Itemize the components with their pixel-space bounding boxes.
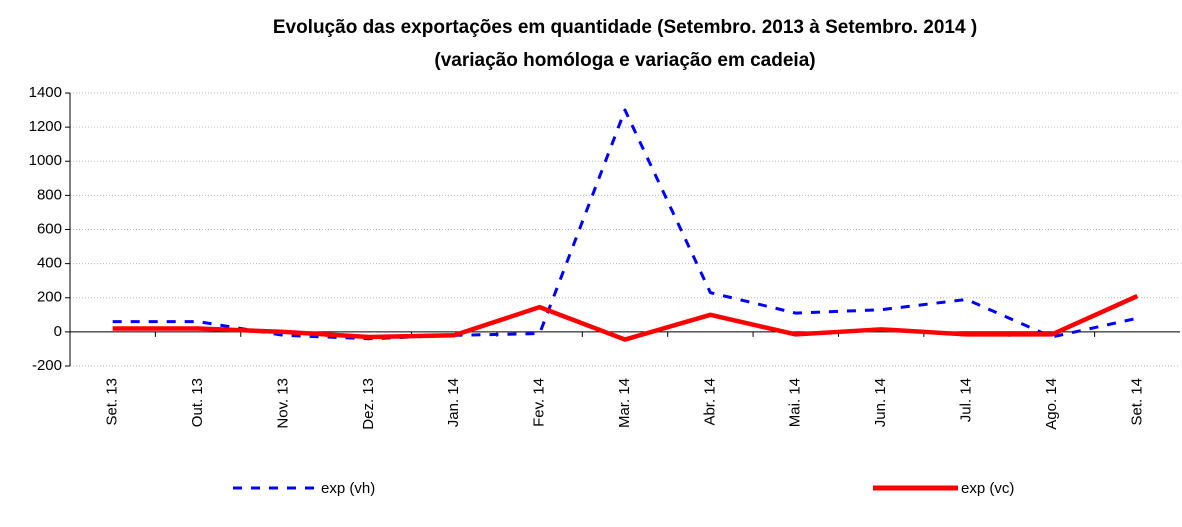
x-tick-label: Mar. 14	[616, 378, 633, 428]
y-tick-label: -200	[32, 357, 62, 374]
x-tick-label: Jul. 14	[958, 378, 975, 422]
y-tick-label: 600	[37, 220, 62, 237]
x-tick-label: Set. 13	[104, 378, 121, 426]
y-tick-label: 200	[37, 289, 62, 306]
legend-label: exp (vc)	[961, 480, 1014, 497]
x-tick-label: Nov. 13	[274, 378, 291, 429]
x-tick-label: Out. 13	[189, 378, 206, 427]
x-tick-label: Jan. 14	[445, 378, 462, 427]
y-tick-label: 1000	[29, 152, 62, 169]
x-tick-label: Dez. 13	[360, 378, 377, 430]
chart-subtitle: (variação homóloga e variação em cadeia)	[434, 50, 815, 71]
x-tick-label: Ago. 14	[1043, 378, 1060, 430]
x-tick-label: Mai. 14	[787, 378, 804, 427]
y-tick-label: 0	[54, 323, 62, 340]
y-tick-label: 800	[37, 186, 62, 203]
chart-title: Evolução das exportações em quantidade (…	[273, 17, 977, 38]
y-tick-label: 400	[37, 255, 62, 272]
series-line	[112, 293, 1139, 342]
x-tick-label: Fev. 14	[531, 378, 548, 427]
x-tick-label: Abr. 14	[701, 378, 718, 426]
y-tick-label: 1400	[29, 84, 62, 101]
y-tick-label: 1200	[29, 118, 62, 135]
x-tick-label: Set. 14	[1128, 378, 1145, 426]
legend-label: exp (vh)	[321, 480, 375, 497]
x-tick-label: Jun. 14	[872, 378, 889, 427]
series-line	[112, 108, 1138, 341]
